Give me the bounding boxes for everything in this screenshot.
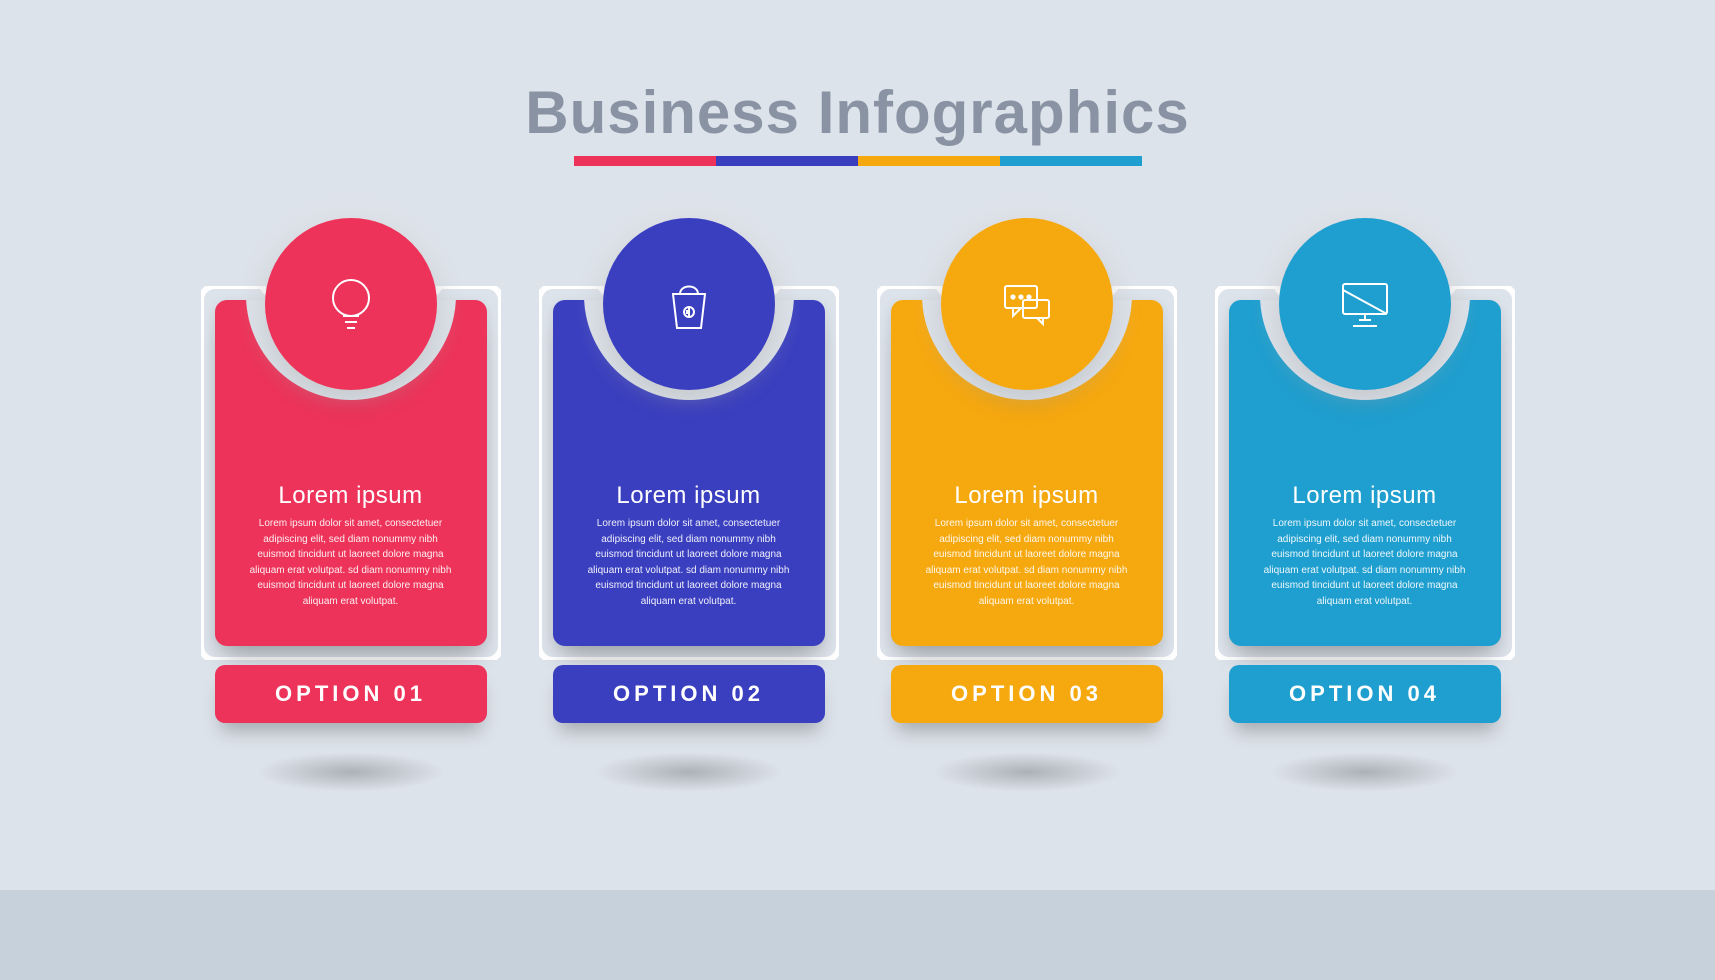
monitor-icon <box>1331 270 1399 338</box>
card-heading: Lorem ipsum <box>905 482 1149 510</box>
underline-seg-4 <box>1000 156 1142 166</box>
card-floor-shadow <box>256 752 446 792</box>
cards-row: Lorem ipsum Lorem ipsum dolor sit amet, c… <box>0 218 1715 768</box>
card-description: Lorem ipsum dolor sit amet, consectetuer… <box>925 516 1129 609</box>
option-card-4: Lorem ipsum Lorem ipsum dolor sit amet, c… <box>1215 218 1515 768</box>
lightbulb-circle <box>265 218 437 390</box>
chat-icon <box>993 270 1061 338</box>
title-underline <box>574 156 1142 166</box>
card-floor-shadow <box>932 752 1122 792</box>
option-button-2[interactable]: OPTION 02 <box>553 665 825 723</box>
lightbulb-icon <box>317 270 385 338</box>
option-card-1: Lorem ipsum Lorem ipsum dolor sit amet, c… <box>201 218 501 768</box>
option-button-4[interactable]: OPTION 04 <box>1229 665 1501 723</box>
card-description: Lorem ipsum dolor sit amet, consectetuer… <box>249 516 453 609</box>
card-description: Lorem ipsum dolor sit amet, consectetuer… <box>587 516 791 609</box>
underline-seg-3 <box>858 156 1000 166</box>
canvas-bottom-strip <box>0 890 1715 980</box>
shopping-bag-circle <box>603 218 775 390</box>
option-button-1[interactable]: OPTION 01 <box>215 665 487 723</box>
underline-seg-1 <box>574 156 716 166</box>
shopping-bag-icon <box>655 270 723 338</box>
page-title: Business Infographics <box>0 78 1715 147</box>
underline-seg-2 <box>716 156 858 166</box>
option-button-3[interactable]: OPTION 03 <box>891 665 1163 723</box>
option-card-3: Lorem ipsum Lorem ipsum dolor sit amet, c… <box>877 218 1177 768</box>
card-floor-shadow <box>594 752 784 792</box>
chat-circle <box>941 218 1113 390</box>
card-heading: Lorem ipsum <box>1243 482 1487 510</box>
monitor-circle <box>1279 218 1451 390</box>
card-description: Lorem ipsum dolor sit amet, consectetuer… <box>1263 516 1467 609</box>
card-heading: Lorem ipsum <box>567 482 811 510</box>
option-card-2: Lorem ipsum Lorem ipsum dolor sit amet, c… <box>539 218 839 768</box>
card-heading: Lorem ipsum <box>229 482 473 510</box>
card-floor-shadow <box>1270 752 1460 792</box>
